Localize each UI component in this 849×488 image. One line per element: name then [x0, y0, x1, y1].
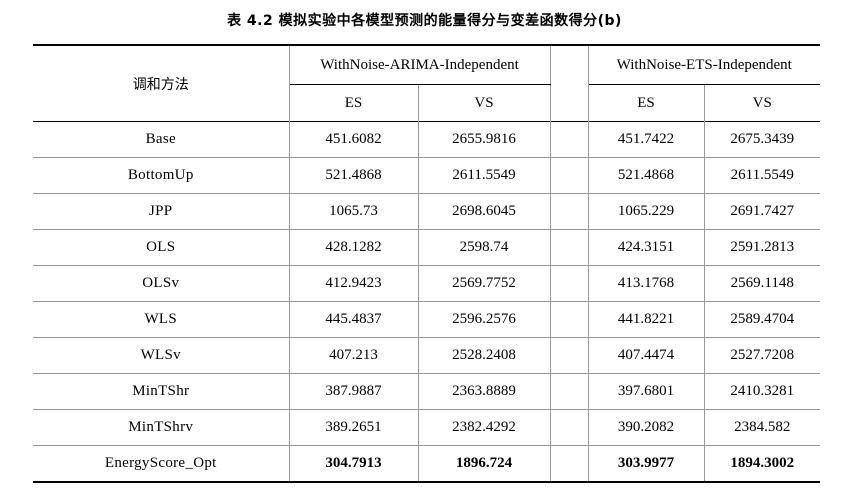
ets-es-cell: 413.1768	[588, 265, 705, 302]
arima-vs-cell: 2698.6045	[418, 193, 551, 230]
arima-es-cell: 521.4868	[289, 157, 419, 194]
ets-vs-cell: 2589.4704	[704, 301, 821, 338]
method-cell: WLSv	[33, 337, 290, 374]
arima-es-cell: 304.7913	[289, 445, 419, 483]
arima-es-cell: 389.2651	[289, 409, 419, 446]
method-cell: Base	[33, 121, 290, 158]
table-caption: 表 4.2 模拟实验中各模型预测的能量得分与变差函数得分(b)	[227, 13, 622, 29]
results-table: 调和方法 WithNoise-ARIMA-Independent WithNoi…	[33, 44, 821, 483]
ets-es-cell: 397.6801	[588, 373, 705, 410]
arima-vs-cell: 2598.74	[418, 229, 551, 266]
group-gap	[550, 301, 589, 338]
method-cell: WLS	[33, 301, 290, 338]
group-gap	[550, 44, 589, 85]
group-gap	[550, 193, 589, 230]
arima-es-cell: 412.9423	[289, 265, 419, 302]
ets-vs-cell: 2675.3439	[704, 121, 821, 158]
arima-vs-cell: 2363.8889	[418, 373, 551, 410]
method-cell: MinTShrv	[33, 409, 290, 446]
arima-vs-cell: 2382.4292	[418, 409, 551, 446]
table-row: WLSv 407.213 2528.2408 407.4474 2527.7208	[33, 337, 821, 374]
group-gap	[550, 445, 589, 483]
group-header-arima: WithNoise-ARIMA-Independent	[289, 44, 551, 85]
group-gap	[550, 121, 589, 158]
table-row: Base 451.6082 2655.9816 451.7422 2675.3439	[33, 121, 821, 158]
arima-vs-cell: 2528.2408	[418, 337, 551, 374]
arima-vs-cell: 2611.5549	[418, 157, 551, 194]
ets-es-cell: 424.3151	[588, 229, 705, 266]
method-cell: OLS	[33, 229, 290, 266]
arima-es-cell: 451.6082	[289, 121, 419, 158]
ets-vs-cell: 2410.3281	[704, 373, 821, 410]
ets-es-cell: 521.4868	[588, 157, 705, 194]
ets-es-cell: 451.7422	[588, 121, 705, 158]
arima-es-cell: 445.4837	[289, 301, 419, 338]
arima-vs-cell: 2596.2576	[418, 301, 551, 338]
arima-es-cell: 1065.73	[289, 193, 419, 230]
ets-vs-cell: 2569.1148	[704, 265, 821, 302]
method-cell: JPP	[33, 193, 290, 230]
table-row: JPP 1065.73 2698.6045 1065.229 2691.7427	[33, 193, 821, 230]
group-gap	[550, 157, 589, 194]
table-body: Base 451.6082 2655.9816 451.7422 2675.3439 Bo…	[33, 121, 821, 483]
arima-es-cell: 407.213	[289, 337, 419, 374]
arima-es-cell: 428.1282	[289, 229, 419, 266]
group-gap	[550, 84, 589, 122]
group-gap	[550, 265, 589, 302]
arima-vs-cell: 1896.724	[418, 445, 551, 483]
method-column-header: 调和方法	[33, 44, 290, 122]
group-gap	[550, 229, 589, 266]
table-row: WLS 445.4837 2596.2576 441.8221 2589.4704	[33, 301, 821, 338]
table-row: MinTShrv 389.2651 2382.4292 390.2082 2384.58…	[33, 409, 821, 446]
arima-vs-cell: 2569.7752	[418, 265, 551, 302]
method-cell: OLSv	[33, 265, 290, 302]
arima-es-cell: 387.9887	[289, 373, 419, 410]
metric-header-ets-vs: VS	[752, 94, 772, 111]
ets-vs-cell: 2591.2813	[704, 229, 821, 266]
ets-es-cell: 1065.229	[588, 193, 705, 230]
ets-es-cell: 303.9977	[588, 445, 705, 483]
ets-vs-cell: 2691.7427	[704, 193, 821, 230]
ets-es-cell: 441.8221	[588, 301, 705, 338]
group-gap	[550, 373, 589, 410]
arima-vs-cell: 2655.9816	[418, 121, 551, 158]
ets-vs-cell: 2611.5549	[704, 157, 821, 194]
group-header-ets: WithNoise-ETS-Independent	[588, 44, 821, 85]
table-row: MinTShr 387.9887 2363.8889 397.6801 2410.328…	[33, 373, 821, 410]
ets-vs-cell: 2384.582	[704, 409, 821, 446]
group-gap	[550, 409, 589, 446]
group-gap	[550, 337, 589, 374]
method-cell: EnergyScore_Opt	[33, 445, 290, 483]
ets-es-cell: 407.4474	[588, 337, 705, 374]
method-cell: MinTShr	[33, 373, 290, 410]
method-cell: BottomUp	[33, 157, 290, 194]
metric-header-arima-vs: VS	[418, 84, 551, 122]
ets-vs-cell: 1894.3002	[704, 445, 821, 483]
table-row: BottomUp 521.4868 2611.5549 521.4868 2611.55…	[33, 157, 821, 194]
metric-header-arima-es: ES	[289, 84, 419, 122]
ets-vs-cell: 2527.7208	[704, 337, 821, 374]
metric-header-ets-es: ES	[588, 84, 705, 122]
table-row: EnergyScore_Opt 304.7913 1896.724 303.9977 1…	[33, 445, 821, 483]
table-row: OLSv 412.9423 2569.7752 413.1768 2569.1148	[33, 265, 821, 302]
ets-es-cell: 390.2082	[588, 409, 705, 446]
table-row: OLS 428.1282 2598.74 424.3151 2591.2813	[33, 229, 821, 266]
